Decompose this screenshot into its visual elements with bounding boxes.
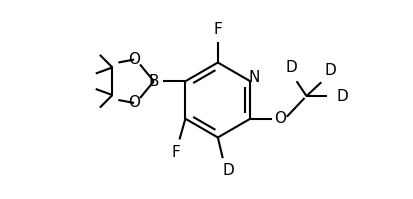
Text: D: D [286,60,298,75]
Text: O: O [128,52,140,67]
Text: B: B [149,74,159,89]
Text: O: O [274,111,286,126]
Text: F: F [214,22,222,37]
Text: D: D [324,63,336,78]
Text: D: D [223,164,235,179]
Text: D: D [336,89,348,103]
Text: O: O [128,96,140,110]
Text: N: N [249,70,260,85]
Text: F: F [171,145,180,160]
